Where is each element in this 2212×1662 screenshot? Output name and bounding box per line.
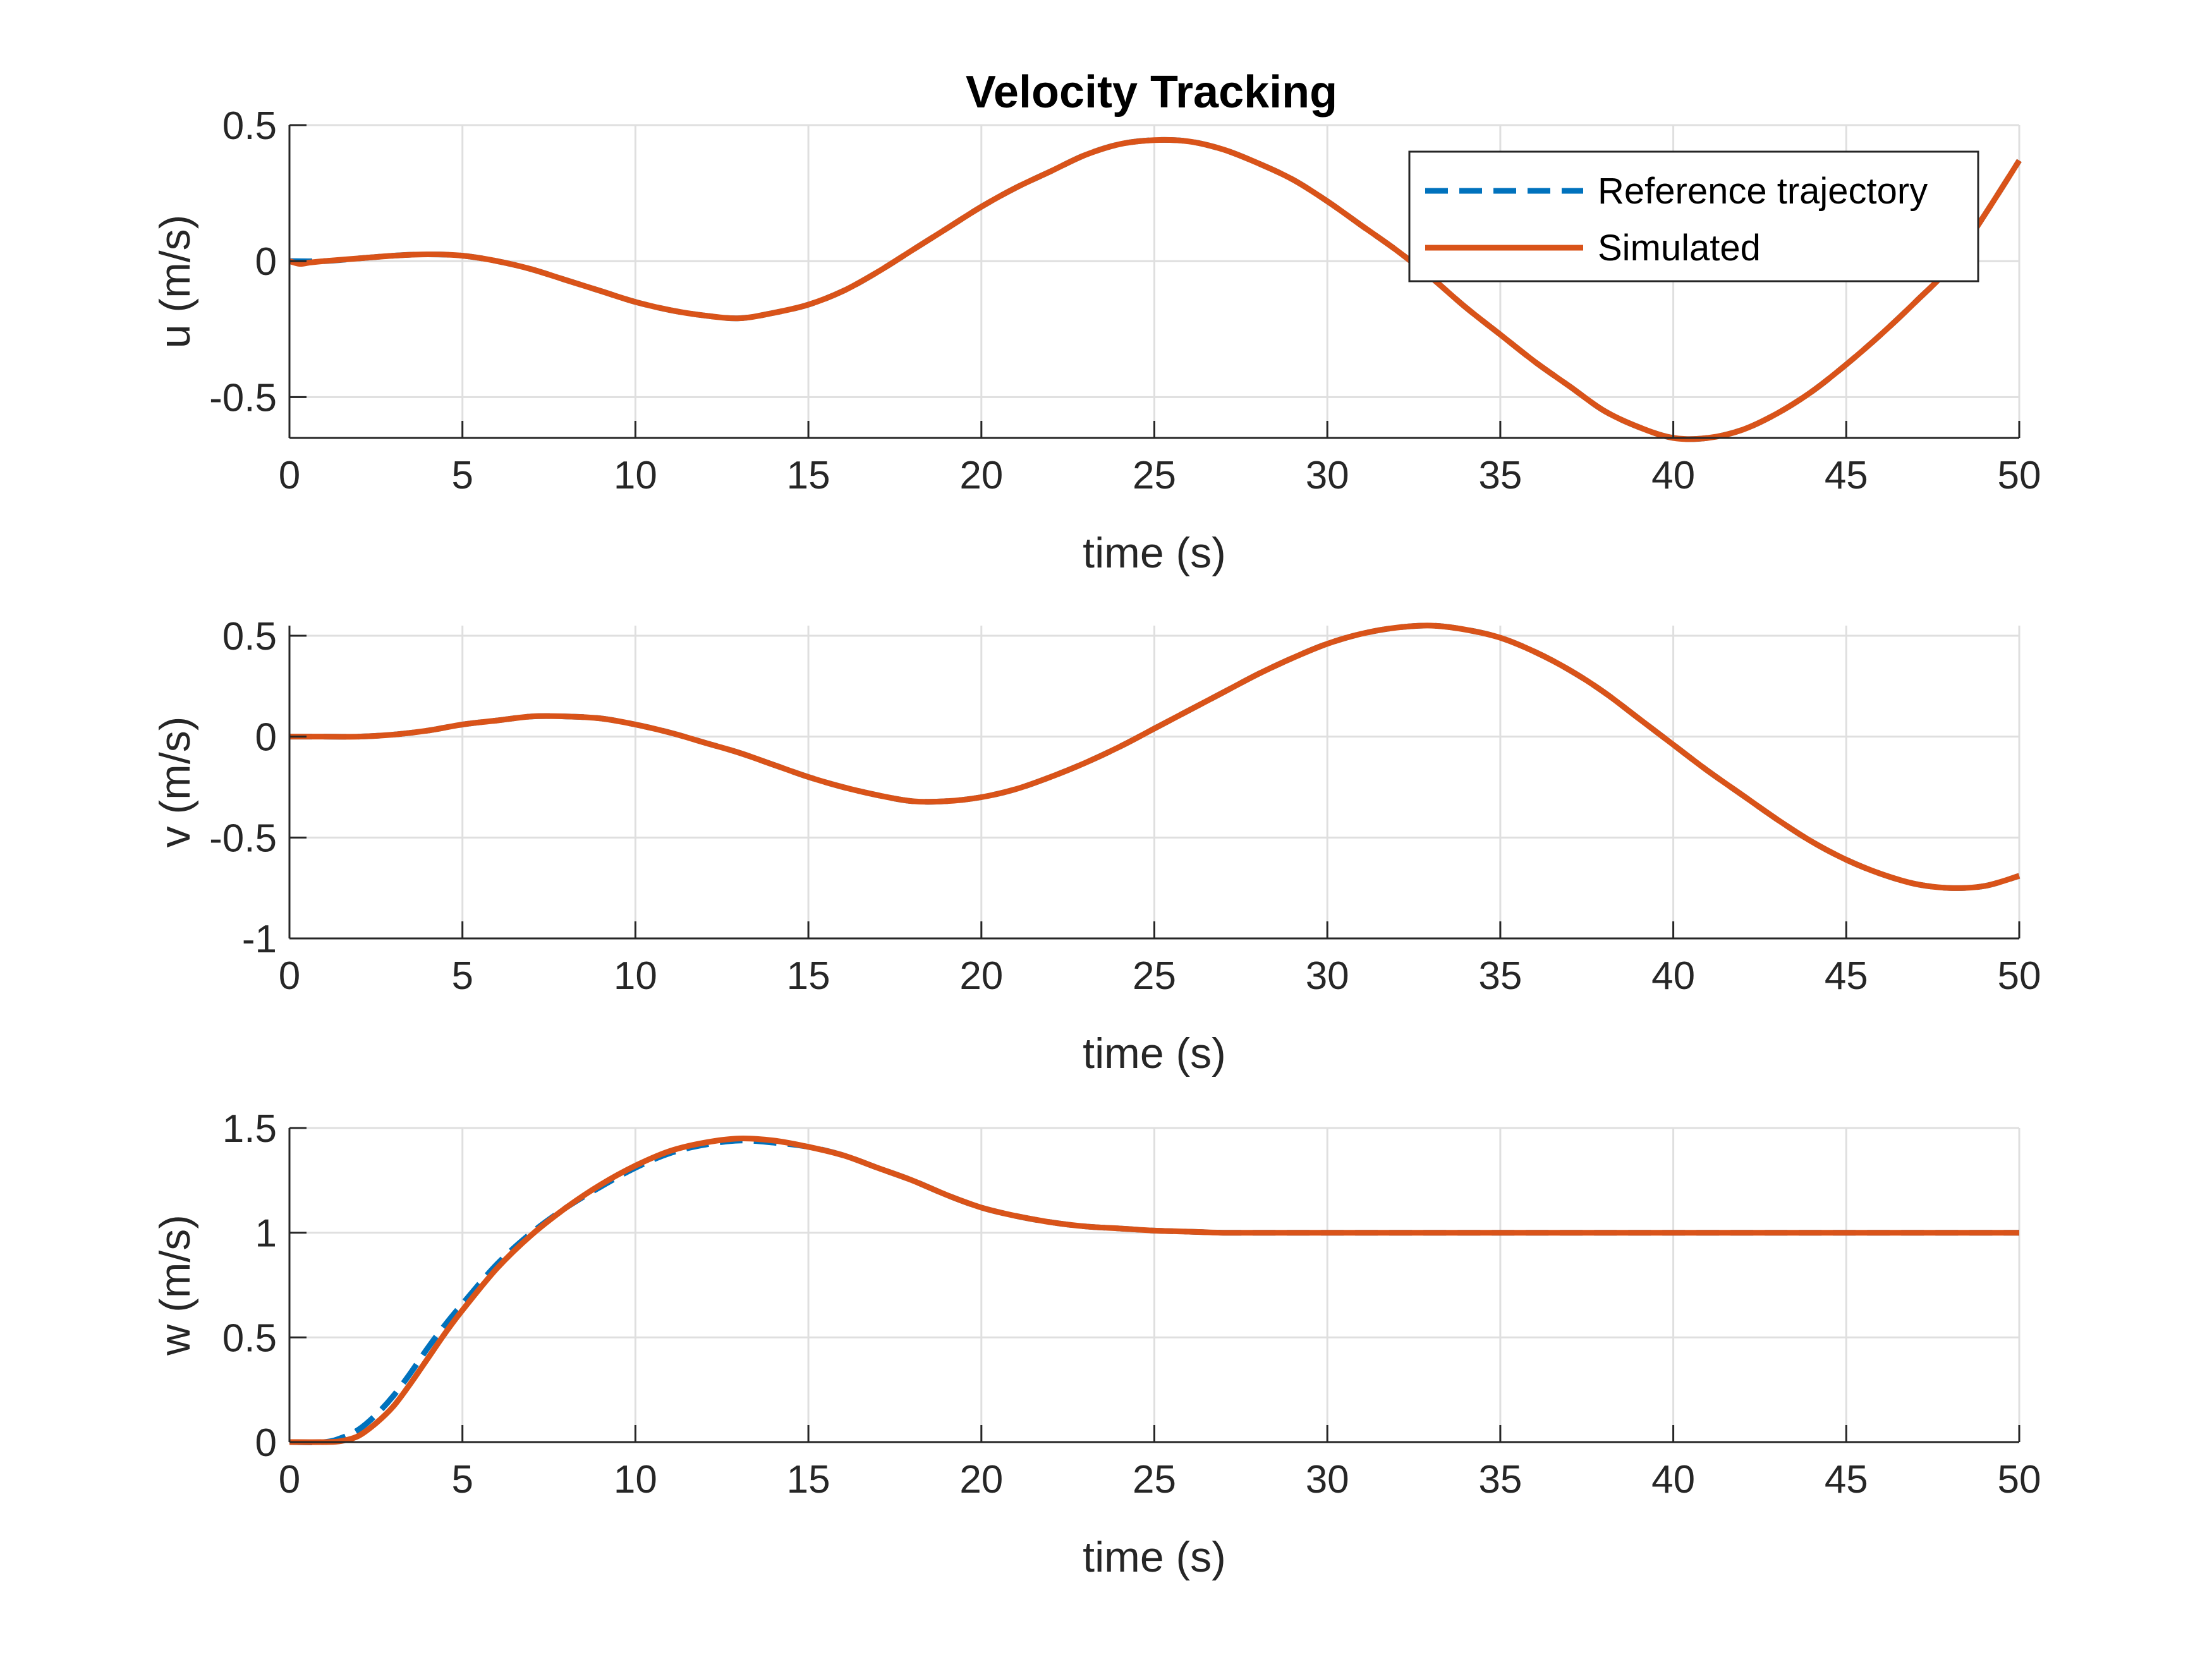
y-tick-label: 0.5 [222,104,277,148]
x-tick-label: 25 [1133,454,1176,497]
simulated-line [288,136,2022,442]
legend-entry-label: Reference trajectory [1598,171,1928,212]
x-tick-label: 50 [1998,454,2041,497]
simulated-line [289,1135,2019,1445]
y-tick-label: 0.5 [222,1316,277,1360]
x-tick-label: 10 [614,1458,657,1501]
x-tick-label: 5 [451,1458,473,1501]
y-tick-label: -0.5 [209,816,277,860]
x-tick-label: 15 [787,454,830,497]
x-tick-label: 45 [1825,454,1868,497]
legend: Reference trajectory Simulated [1408,150,1979,282]
legend-box [1408,150,1979,282]
y-tick-label: -0.5 [209,376,277,420]
x-tick-label: 50 [1998,954,2041,998]
x-tick-label: 35 [1478,954,1522,998]
axes-panel-2: 0 5 10 15 20 25 30 35 40 45 50 -1 -0.5 0 0.5 time (s) v … [151,615,2041,1077]
y-tick-label: 1.5 [222,1107,277,1151]
x-tick-label: 0 [279,954,300,998]
y-axis-label: w (m/s) [151,1215,199,1356]
axes-panel-3: 0 5 10 15 20 25 30 35 40 45 50 0 0.5 1 1.5 time (s) w (m… [151,1107,2041,1581]
x-axis-label: time (s) [1083,529,1226,577]
x-tick-label: 15 [787,954,830,998]
x-tick-label: 5 [451,954,473,998]
y-tick-label: -1 [242,918,277,961]
y-tick-label: 0.5 [222,615,277,658]
x-tick-label: 10 [614,954,657,998]
x-tick-label: 40 [1651,1458,1695,1501]
x-axis-label: time (s) [1083,1029,1226,1077]
x-tick-label: 35 [1478,1458,1522,1501]
x-tick-label: 25 [1133,1458,1176,1501]
x-tick-label: 20 [959,954,1003,998]
simulated-line [289,622,2021,891]
x-tick-label: 45 [1825,1458,1868,1501]
x-tick-label: 50 [1998,1458,2041,1501]
y-tick-label: 1 [255,1212,277,1256]
x-tick-label: 40 [1651,454,1695,497]
x-tick-label: 0 [279,1458,300,1501]
x-tick-label: 15 [787,1458,830,1501]
y-axis-label: v (m/s) [151,717,199,848]
legend-entry-label: Simulated [1598,227,1761,269]
y-tick-label: 0 [255,716,277,760]
x-tick-label: 40 [1651,954,1695,998]
x-tick-label: 0 [279,454,300,497]
x-tick-label: 20 [959,454,1003,497]
x-tick-label: 20 [959,1458,1003,1501]
x-tick-label: 30 [1306,1458,1349,1501]
y-tick-label: 0 [255,1421,277,1465]
x-tick-label: 30 [1306,454,1349,497]
x-axis-label: time (s) [1083,1533,1226,1581]
y-tick-label: 0 [255,240,277,284]
x-tick-label: 5 [451,454,473,497]
y-axis-label: u (m/s) [151,215,199,349]
x-tick-label: 35 [1478,454,1522,497]
chart-title: Velocity Tracking [966,67,1337,118]
x-tick-label: 25 [1133,954,1176,998]
x-tick-label: 45 [1825,954,1868,998]
x-tick-label: 30 [1306,954,1349,998]
x-tick-label: 10 [614,454,657,497]
